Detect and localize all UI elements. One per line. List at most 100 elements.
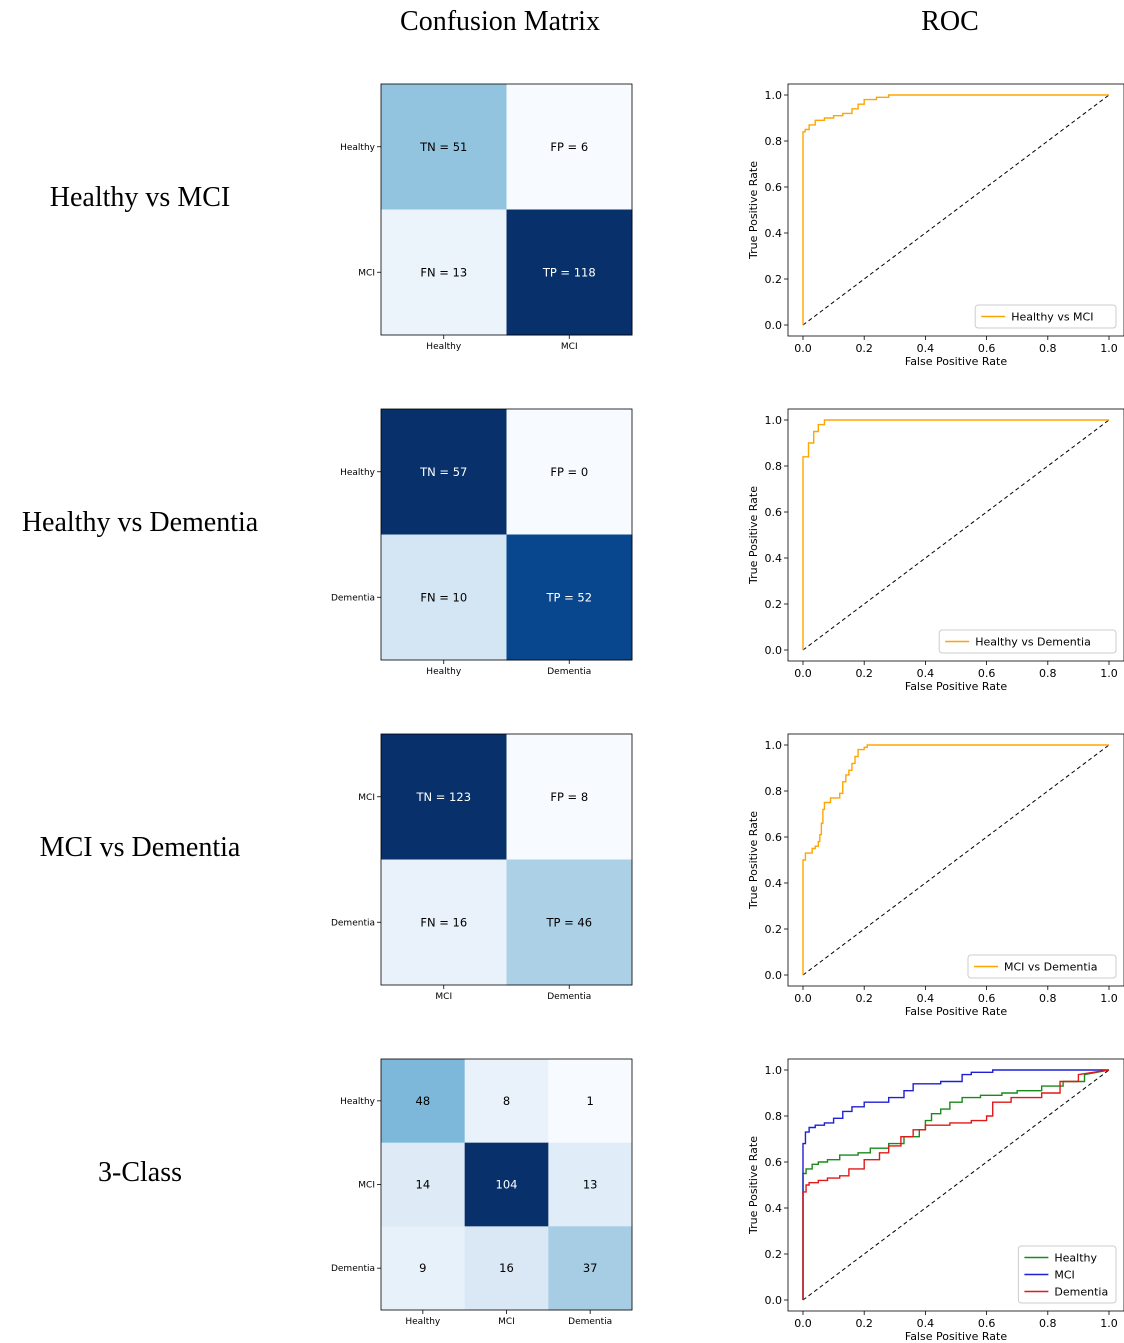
heatmap-col-label: MCI [435,992,452,1002]
roc-y-tick-label: 0.0 [765,969,783,982]
roc-series-line [802,1069,1110,1300]
roc-y-tick-label: 0.4 [765,1202,783,1215]
heatmap-cell-label: FP = 0 [550,465,588,479]
roc-x-axis-label: False Positive Rate [905,355,1007,368]
heatmap-row-label: MCI [358,1181,375,1191]
roc-y-axis-label: True Positive Rate [747,1136,760,1235]
roc-legend-label: Dementia [1054,1286,1108,1299]
roc-x-tick-label: 0.0 [794,667,812,680]
heatmap-cell [381,1142,466,1227]
heatmap-cell-label: TN = 57 [419,465,467,479]
heatmap-cell [381,209,507,336]
heatmap-cell-label: TP = 46 [545,915,592,929]
roc-y-axis-label: True Positive Rate [747,486,760,585]
roc-series-line [802,419,1109,650]
heatmap-cell-label: 13 [583,1178,598,1192]
roc-x-tick-label: 0.6 [978,667,996,680]
roc-series-line [802,1069,1109,1300]
roc-y-tick-label: 0.8 [765,460,783,473]
heatmap-row-label: Dementia [331,918,375,928]
roc-y-tick-label: 0.4 [765,227,783,240]
roc-y-tick-label: 1.0 [765,1064,783,1077]
heatmap-cell [381,1059,466,1144]
heatmap-cell [506,409,633,535]
heatmap-cell [506,859,633,986]
row-label-healthy-vs-dementia: Healthy vs Dementia [21,507,259,538]
roc-x-tick-label: 0.8 [1039,1317,1057,1330]
heatmap-col-label: Dementia [547,992,591,1002]
roc-x-tick-label: 0.2 [855,992,873,1005]
heatmap-col-label: Dementia [547,667,591,677]
heatmap-cell [381,734,507,860]
roc-x-axis-label: False Positive Rate [905,1005,1007,1018]
roc-y-tick-label: 0.2 [765,1248,783,1261]
confusion-matrix-header: Confusion Matrix [400,6,600,37]
heatmap-cell-label: FN = 13 [420,265,467,279]
heatmap-cell-label: FN = 10 [420,590,467,604]
roc-x-tick-label: 0.0 [794,992,812,1005]
roc-x-tick-label: 1.0 [1100,342,1118,355]
roc-header: ROC [921,6,979,37]
roc-y-tick-label: 0.4 [765,552,783,565]
roc-y-tick-label: 0.6 [765,831,783,844]
heatmap-cell [464,1059,549,1144]
heatmap-cell-label: 8 [503,1094,510,1108]
roc-legend-label: Healthy [1054,1252,1097,1265]
roc-legend-label: MCI vs Dementia [1004,961,1097,974]
heatmap-cell [464,1142,549,1227]
roc-x-tick-label: 0.4 [917,1317,935,1330]
roc-x-axis-label: False Positive Rate [905,1330,1007,1343]
heatmap-cell-label: 1 [587,1094,594,1108]
roc-x-tick-label: 1.0 [1100,1317,1118,1330]
roc-chance-diagonal [802,94,1110,326]
heatmap-row-label: Dementia [331,1264,375,1274]
roc-y-tick-label: 1.0 [765,739,783,752]
heatmap-col-label: Healthy [405,1317,441,1327]
roc-y-tick-label: 1.0 [765,414,783,427]
heatmap-frame [380,408,633,661]
roc-series-line [802,744,1109,975]
roc-y-tick-label: 0.6 [765,1156,783,1169]
heatmap-cell [548,1142,633,1227]
heatmap-cell-label: TN = 51 [419,140,467,154]
roc-x-tick-label: 0.4 [917,992,935,1005]
row-label-healthy-vs-mci: Healthy vs MCI [49,182,231,213]
heatmap-cell-label: 9 [419,1261,426,1275]
heatmap-cell-label: TN = 123 [415,790,471,804]
roc-y-tick-label: 1.0 [765,89,783,102]
roc-x-tick-label: 0.2 [855,342,873,355]
heatmap-cell [506,84,633,210]
heatmap-cell-label: FP = 6 [550,140,588,154]
roc-y-tick-label: 0.2 [765,598,783,611]
row-label-mci-vs-dementia: MCI vs Dementia [39,832,241,863]
heatmap-cell-label: TP = 118 [542,265,596,279]
heatmap-col-label: Healthy [426,342,462,352]
roc-x-tick-label: 0.6 [978,342,996,355]
heatmap-cell-label: 48 [416,1094,431,1108]
roc-x-tick-label: 0.2 [855,667,873,680]
heatmap-cell-label: TP = 52 [545,590,592,604]
roc-legend-label: MCI [1054,1269,1074,1282]
heatmap-cell-label: 14 [416,1178,431,1192]
roc-x-tick-label: 1.0 [1100,667,1118,680]
heatmap-row-label: Healthy [340,1097,376,1107]
heatmap-cell-label: 37 [583,1261,598,1275]
roc-y-tick-label: 0.0 [765,1294,783,1307]
heatmap-cell [381,534,507,661]
roc-x-tick-label: 0.0 [794,342,812,355]
roc-y-tick-label: 0.8 [765,785,783,798]
roc-legend-box [938,629,1117,654]
heatmap-col-label: Dementia [568,1317,612,1327]
roc-y-axis-label: True Positive Rate [747,161,760,260]
heatmap-frame [380,83,633,336]
roc-y-tick-label: 0.6 [765,181,783,194]
heatmap-cell [548,1059,633,1144]
heatmap-cell [506,209,633,336]
heatmap-cell [381,84,507,210]
heatmap-col-label: Healthy [426,667,462,677]
heatmap-cell [506,534,633,661]
heatmap-row-label: Healthy [340,468,376,478]
roc-chance-diagonal [802,419,1110,651]
heatmap-cell [548,1226,633,1311]
